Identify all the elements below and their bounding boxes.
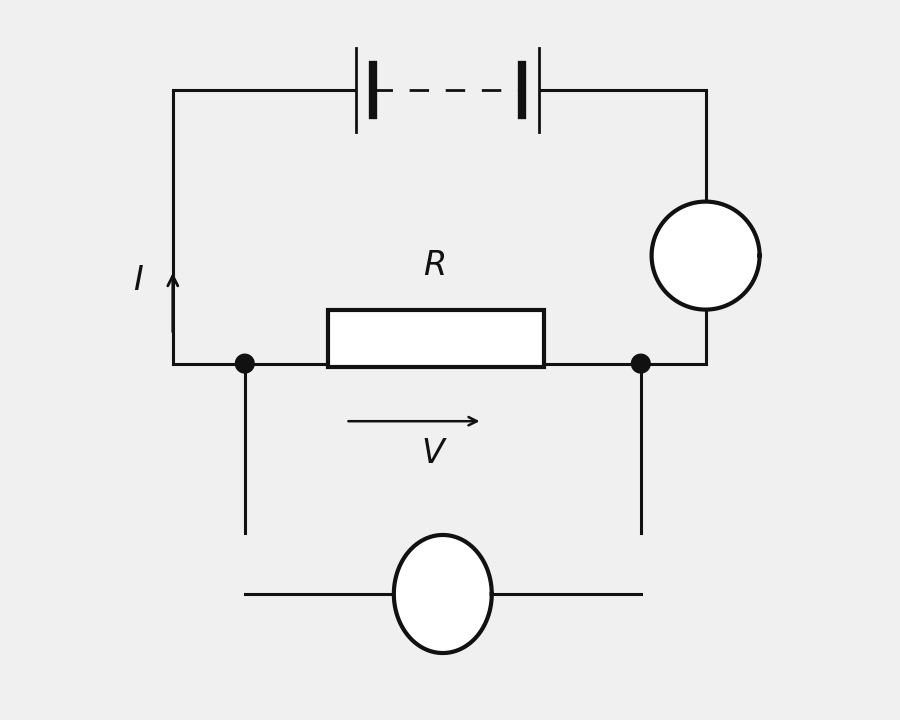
Polygon shape xyxy=(236,354,254,373)
Text: $I$: $I$ xyxy=(133,265,144,297)
Polygon shape xyxy=(652,202,760,310)
Text: A: A xyxy=(695,240,716,271)
Polygon shape xyxy=(632,354,650,373)
Text: $R$: $R$ xyxy=(423,251,446,282)
FancyBboxPatch shape xyxy=(328,310,544,367)
Text: $V$: $V$ xyxy=(421,438,447,469)
Text: V: V xyxy=(432,578,454,610)
Polygon shape xyxy=(394,535,491,653)
